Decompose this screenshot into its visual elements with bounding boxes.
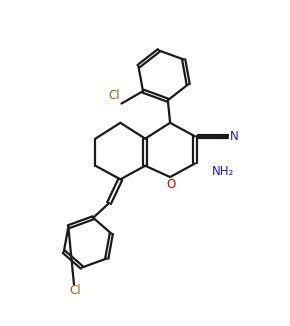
Text: N: N — [230, 130, 238, 143]
Text: O: O — [167, 178, 176, 191]
Text: Cl: Cl — [69, 285, 81, 298]
Text: NH₂: NH₂ — [212, 165, 234, 178]
Text: Cl: Cl — [109, 89, 120, 102]
